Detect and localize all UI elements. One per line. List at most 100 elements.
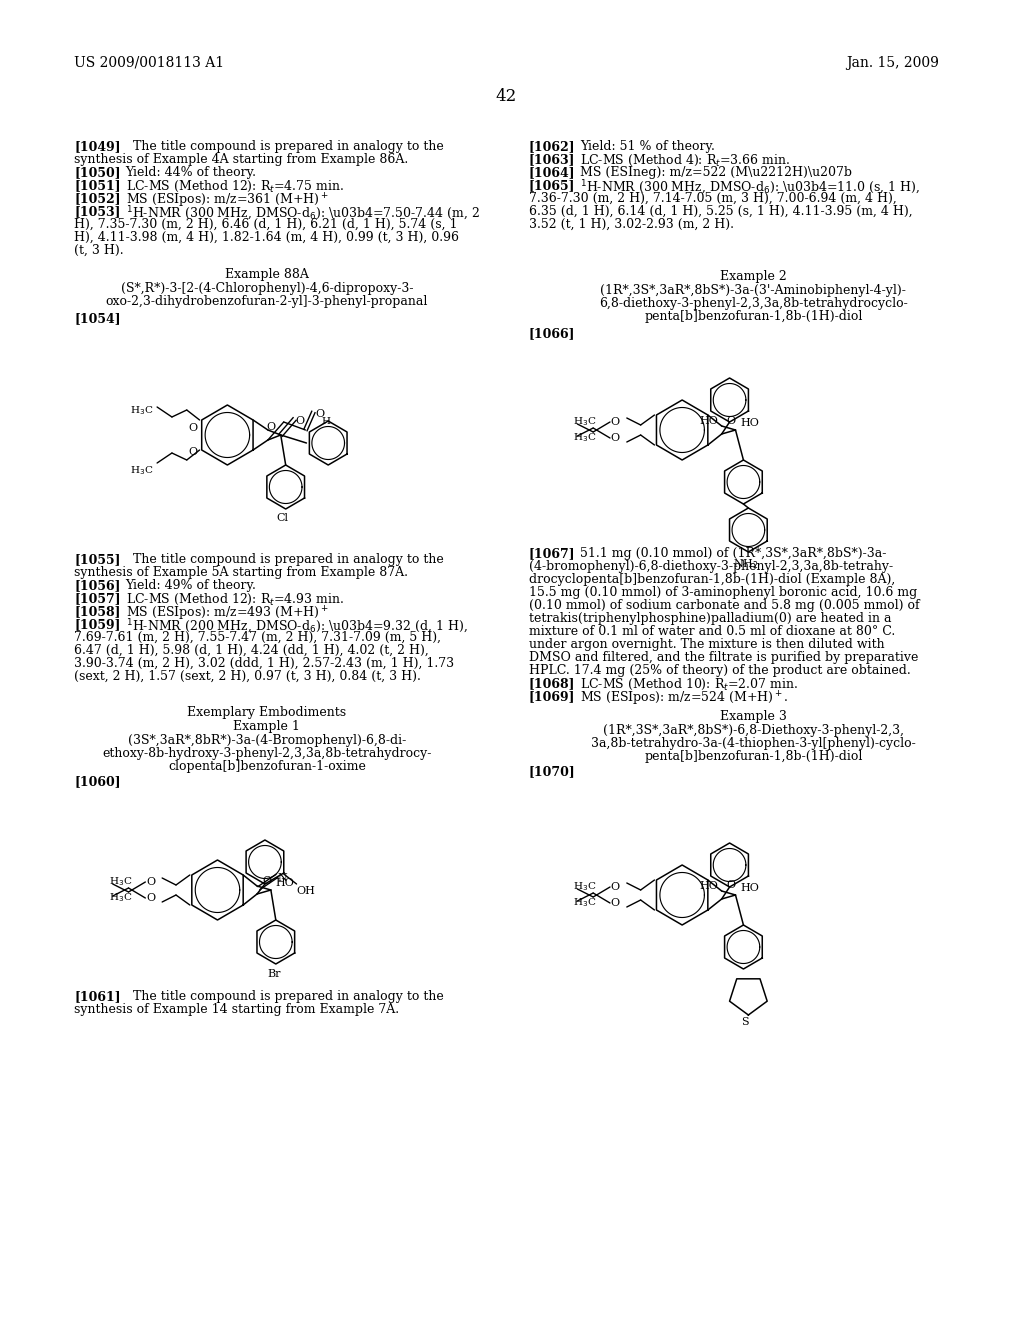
Text: synthesis of Example 5A starting from Example 87A.: synthesis of Example 5A starting from Ex…	[74, 566, 409, 579]
Text: O: O	[610, 433, 620, 444]
Text: 6.47 (d, 1 H), 5.98 (d, 1 H), 4.24 (dd, 1 H), 4.02 (t, 2 H),: 6.47 (d, 1 H), 5.98 (d, 1 H), 4.24 (dd, …	[74, 644, 429, 657]
Text: S: S	[741, 1016, 750, 1027]
Text: Jan. 15, 2009: Jan. 15, 2009	[846, 55, 939, 70]
Text: The title compound is prepared in analogy to the: The title compound is prepared in analog…	[133, 553, 444, 566]
Text: US 2009/0018113 A1: US 2009/0018113 A1	[74, 55, 224, 70]
Text: OH: OH	[297, 886, 315, 896]
Text: Br: Br	[267, 969, 281, 979]
Text: N: N	[278, 873, 288, 883]
Text: MS (ESIpos): m/z=361 (M+H)$^+$: MS (ESIpos): m/z=361 (M+H)$^+$	[126, 191, 329, 210]
Text: 51.1 mg (0.10 mmol) of (1R*,3S*,3aR*,8bS*)-3a-: 51.1 mg (0.10 mmol) of (1R*,3S*,3aR*,8bS…	[581, 546, 887, 560]
Text: mixture of 0.1 ml of water and 0.5 ml of dioxane at 80° C.: mixture of 0.1 ml of water and 0.5 ml of…	[529, 624, 895, 638]
Text: 3a,8b-tetrahydro-3a-(4-thiophen-3-yl[phenyl)-cyclo-: 3a,8b-tetrahydro-3a-(4-thiophen-3-yl[phe…	[591, 737, 915, 750]
Text: H$_3$C: H$_3$C	[109, 891, 132, 904]
Text: H), 7.35-7.30 (m, 2 H), 6.46 (d, 1 H), 6.21 (d, 1 H), 5.74 (s, 1: H), 7.35-7.30 (m, 2 H), 6.46 (d, 1 H), 6…	[74, 218, 458, 231]
Text: O: O	[610, 882, 620, 892]
Text: HPLC. 17.4 mg (25% of theory) of the product are obtained.: HPLC. 17.4 mg (25% of theory) of the pro…	[529, 664, 910, 677]
Text: [1061]: [1061]	[74, 990, 121, 1003]
Text: [1055]: [1055]	[74, 553, 121, 566]
Text: [1049]: [1049]	[74, 140, 121, 153]
Text: synthesis of Example 4A starting from Example 86A.: synthesis of Example 4A starting from Ex…	[74, 153, 409, 166]
Text: O: O	[188, 422, 198, 433]
Text: O: O	[727, 880, 735, 891]
Text: 3.90-3.74 (m, 2 H), 3.02 (ddd, 1 H), 2.57-2.43 (m, 1 H), 1.73: 3.90-3.74 (m, 2 H), 3.02 (ddd, 1 H), 2.5…	[74, 657, 455, 671]
Text: O: O	[727, 416, 735, 425]
Text: HO: HO	[699, 880, 719, 891]
Text: (1R*,3S*,3aR*,8bS*)-3a-(3'-Aminobiphenyl-4-yl)-: (1R*,3S*,3aR*,8bS*)-3a-(3'-Aminobiphenyl…	[600, 284, 906, 297]
Text: Yield: 44% of theory.: Yield: 44% of theory.	[126, 166, 257, 180]
Text: HO: HO	[740, 418, 760, 428]
Text: Example 2: Example 2	[720, 271, 786, 282]
Text: H$_3$C: H$_3$C	[109, 875, 132, 888]
Text: LC-MS (Method 12): R$_t$=4.75 min.: LC-MS (Method 12): R$_t$=4.75 min.	[126, 180, 344, 194]
Text: H$_3$C: H$_3$C	[130, 465, 154, 477]
Text: [1064]: [1064]	[529, 166, 575, 180]
Text: clopenta[b]benzofuran-1-oxime: clopenta[b]benzofuran-1-oxime	[168, 760, 366, 774]
Text: 42: 42	[496, 88, 517, 106]
Text: O: O	[262, 875, 271, 886]
Text: drocyclopenta[b]benzofuran-1,8b-(1H)-diol (Example 8A),: drocyclopenta[b]benzofuran-1,8b-(1H)-dio…	[529, 573, 895, 586]
Text: 15.5 mg (0.10 mmol) of 3-aminophenyl boronic acid, 10.6 mg: 15.5 mg (0.10 mmol) of 3-aminophenyl bor…	[529, 586, 918, 599]
Text: 7.69-7.61 (m, 2 H), 7.55-7.47 (m, 2 H), 7.31-7.09 (m, 5 H),: 7.69-7.61 (m, 2 H), 7.55-7.47 (m, 2 H), …	[74, 631, 441, 644]
Text: MS (ESIneg): m/z=522 (M\u2212H)\u207b: MS (ESIneg): m/z=522 (M\u2212H)\u207b	[581, 166, 852, 180]
Text: $^1$H-NMR (300 MHz, DMSO-d$_6$): \u03b4=7.50-7.44 (m, 2: $^1$H-NMR (300 MHz, DMSO-d$_6$): \u03b4=…	[126, 205, 479, 223]
Text: [1068]: [1068]	[529, 677, 575, 690]
Text: H$_3$C: H$_3$C	[573, 416, 597, 429]
Text: [1052]: [1052]	[74, 191, 121, 205]
Text: [1056]: [1056]	[74, 579, 121, 591]
Text: ethoxy-8b-hydroxy-3-phenyl-2,3,3a,8b-tetrahydrocy-: ethoxy-8b-hydroxy-3-phenyl-2,3,3a,8b-tet…	[102, 747, 431, 760]
Text: Example 1: Example 1	[233, 719, 300, 733]
Text: (3S*,3aR*,8bR*)-3a-(4-Bromophenyl)-6,8-di-: (3S*,3aR*,8bR*)-3a-(4-Bromophenyl)-6,8-d…	[128, 734, 407, 747]
Text: [1066]: [1066]	[529, 327, 575, 341]
Text: MS (ESIpos): m/z=524 (M+H)$^+$.: MS (ESIpos): m/z=524 (M+H)$^+$.	[581, 690, 790, 709]
Text: Example 3: Example 3	[720, 710, 786, 723]
Text: Cl: Cl	[276, 513, 289, 523]
Text: [1063]: [1063]	[529, 153, 575, 166]
Text: [1065]: [1065]	[529, 180, 575, 191]
Text: HO: HO	[699, 416, 719, 426]
Text: [1054]: [1054]	[74, 312, 121, 325]
Text: O: O	[266, 422, 275, 432]
Text: $^1$H-NMR (200 MHz, DMSO-d$_6$): \u03b4=9.32 (d, 1 H),: $^1$H-NMR (200 MHz, DMSO-d$_6$): \u03b4=…	[126, 618, 467, 636]
Text: H$_3$C: H$_3$C	[130, 404, 154, 417]
Text: LC-MS (Method 10): R$_t$=2.07 min.: LC-MS (Method 10): R$_t$=2.07 min.	[581, 677, 799, 692]
Text: Exemplary Embodiments: Exemplary Embodiments	[187, 706, 346, 719]
Text: H: H	[322, 417, 331, 426]
Text: [1062]: [1062]	[529, 140, 575, 153]
Text: (t, 3 H).: (t, 3 H).	[74, 244, 124, 257]
Text: O: O	[296, 416, 305, 426]
Text: The title compound is prepared in analogy to the: The title compound is prepared in analog…	[133, 140, 444, 153]
Text: DMSO and filtered, and the filtrate is purified by preparative: DMSO and filtered, and the filtrate is p…	[529, 651, 919, 664]
Text: O: O	[610, 898, 620, 908]
Text: [1053]: [1053]	[74, 205, 121, 218]
Text: HO: HO	[740, 883, 760, 894]
Text: HO: HO	[275, 878, 295, 888]
Text: penta[b]benzofuran-1,8b-(1H)-diol: penta[b]benzofuran-1,8b-(1H)-diol	[644, 310, 862, 323]
Text: [1060]: [1060]	[74, 775, 121, 788]
Text: Yield: 49% of theory.: Yield: 49% of theory.	[126, 579, 256, 591]
Text: [1050]: [1050]	[74, 166, 121, 180]
Text: NH$_2$: NH$_2$	[732, 557, 758, 570]
Text: O: O	[146, 894, 156, 903]
Text: [1070]: [1070]	[529, 766, 575, 777]
Text: 3.52 (t, 1 H), 3.02-2.93 (m, 2 H).: 3.52 (t, 1 H), 3.02-2.93 (m, 2 H).	[529, 218, 734, 231]
Text: (1R*,3S*,3aR*,8bS*)-6,8-Diethoxy-3-phenyl-2,3,: (1R*,3S*,3aR*,8bS*)-6,8-Diethoxy-3-pheny…	[603, 723, 904, 737]
Text: [1051]: [1051]	[74, 180, 121, 191]
Text: 6,8-diethoxy-3-phenyl-2,3,3a,8b-tetrahydrocyclo-: 6,8-diethoxy-3-phenyl-2,3,3a,8b-tetrahyd…	[599, 297, 907, 310]
Text: [1059]: [1059]	[74, 618, 121, 631]
Text: [1058]: [1058]	[74, 605, 121, 618]
Text: under argon overnight. The mixture is then diluted with: under argon overnight. The mixture is th…	[529, 638, 885, 651]
Text: [1067]: [1067]	[529, 546, 575, 560]
Text: penta[b]benzofuran-1,8b-(1H)-diol: penta[b]benzofuran-1,8b-(1H)-diol	[644, 750, 862, 763]
Text: synthesis of Example 14 starting from Example 7A.: synthesis of Example 14 starting from Ex…	[74, 1003, 399, 1016]
Text: H$_3$C: H$_3$C	[573, 432, 597, 445]
Text: [1057]: [1057]	[74, 591, 121, 605]
Text: O: O	[188, 447, 198, 457]
Text: 6.35 (d, 1 H), 6.14 (d, 1 H), 5.25 (s, 1 H), 4.11-3.95 (m, 4 H),: 6.35 (d, 1 H), 6.14 (d, 1 H), 5.25 (s, 1…	[529, 205, 912, 218]
Text: $^1$H-NMR (300 MHz, DMSO-d$_6$): \u03b4=11.0 (s, 1 H),: $^1$H-NMR (300 MHz, DMSO-d$_6$): \u03b4=…	[581, 180, 921, 197]
Text: 7.36-7.30 (m, 2 H), 7.14-7.05 (m, 3 H), 7.00-6.94 (m, 4 H),: 7.36-7.30 (m, 2 H), 7.14-7.05 (m, 3 H), …	[529, 191, 897, 205]
Text: oxo-2,3-dihydrobenzofuran-2-yl]-3-phenyl-propanal: oxo-2,3-dihydrobenzofuran-2-yl]-3-phenyl…	[105, 294, 428, 308]
Text: Example 88A: Example 88A	[225, 268, 309, 281]
Text: tetrakis(triphenylphosphine)palladium(0) are heated in a: tetrakis(triphenylphosphine)palladium(0)…	[529, 612, 892, 624]
Text: Yield: 51 % of theory.: Yield: 51 % of theory.	[581, 140, 715, 153]
